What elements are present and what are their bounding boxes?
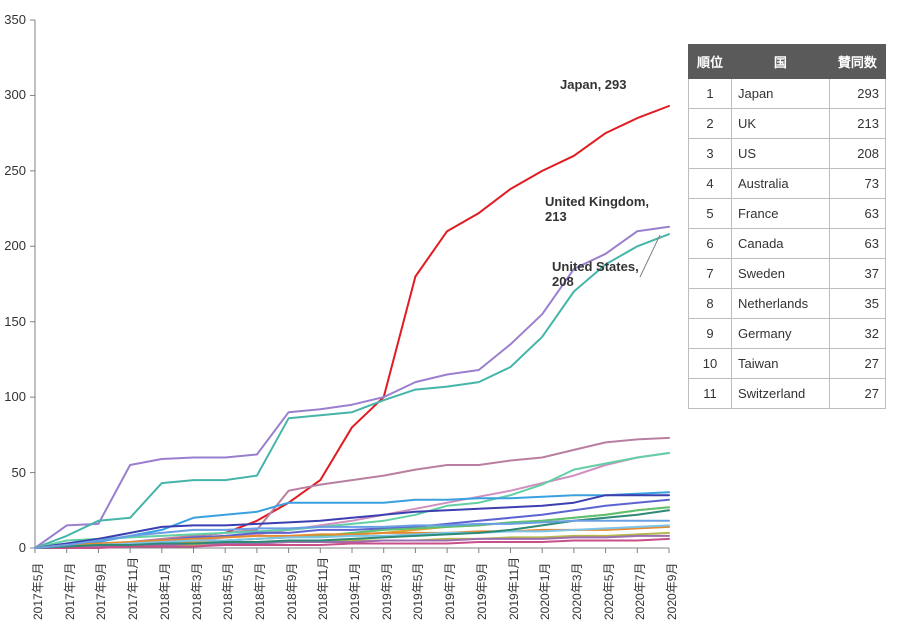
x-tick-label: 2017年11月: [124, 557, 141, 620]
cell-rank: 3: [689, 139, 732, 169]
table-row: 9Germany32: [689, 319, 886, 349]
table-row: 5France63: [689, 199, 886, 229]
series-line: [35, 438, 669, 548]
cell-rank: 5: [689, 199, 732, 229]
th-country: 国: [731, 45, 829, 79]
table-row: 3US208: [689, 139, 886, 169]
table-row: 6Canada63: [689, 229, 886, 259]
y-tick-label: 150: [0, 314, 26, 329]
cell-country: Netherlands: [731, 289, 829, 319]
table-row: 11Switzerland27: [689, 379, 886, 409]
cell-value: 293: [829, 79, 885, 109]
series-callout-label: United Kingdom,213: [545, 195, 649, 225]
x-tick-label: 2018年11月: [314, 557, 331, 620]
cell-value: 37: [829, 259, 885, 289]
x-tick-label: 2018年5月: [219, 563, 236, 620]
cell-rank: 8: [689, 289, 732, 319]
series-callout-label: Japan, 293: [560, 78, 627, 93]
x-tick-label: 2019年3月: [378, 563, 395, 620]
y-tick-label: 100: [0, 389, 26, 404]
cell-rank: 10: [689, 349, 732, 379]
cell-country: Sweden: [731, 259, 829, 289]
cell-country: France: [731, 199, 829, 229]
x-tick-label: 2018年3月: [188, 563, 205, 620]
th-rank: 順位: [689, 45, 732, 79]
x-tick-label: 2019年7月: [441, 563, 458, 620]
cell-rank: 11: [689, 379, 732, 409]
cell-rank: 1: [689, 79, 732, 109]
x-tick-label: 2019年11月: [505, 557, 522, 620]
x-tick-label: 2018年7月: [251, 563, 268, 620]
table-row: 1Japan293: [689, 79, 886, 109]
x-tick-label: 2019年1月: [346, 563, 363, 620]
cell-country: US: [731, 139, 829, 169]
cell-value: 27: [829, 349, 885, 379]
cell-value: 63: [829, 199, 885, 229]
cell-country: Switzerland: [731, 379, 829, 409]
cell-value: 208: [829, 139, 885, 169]
cell-rank: 4: [689, 169, 732, 199]
series-line: [35, 106, 669, 548]
page-root: 0 50 100 150 200 250 300 350 2017年5月 2017年7月 2017年…: [0, 0, 900, 626]
y-tick-label: 50: [0, 465, 26, 480]
chart-area: 0 50 100 150 200 250 300 350 2017年5月 2017年7月 2017年…: [0, 0, 679, 626]
table-row: 7Sweden37: [689, 259, 886, 289]
cell-country: UK: [731, 109, 829, 139]
table-row: 4Australia73: [689, 169, 886, 199]
x-tick-label: 2020年5月: [600, 563, 617, 620]
cell-country: Germany: [731, 319, 829, 349]
x-tick-label: 2019年5月: [409, 563, 426, 620]
y-tick-label: 350: [0, 12, 26, 27]
table-row: 2UK213: [689, 109, 886, 139]
cell-country: Australia: [731, 169, 829, 199]
x-tick-label: 2020年7月: [631, 563, 648, 620]
chart-svg: [0, 0, 679, 626]
y-tick-label: 200: [0, 238, 26, 253]
cell-rank: 9: [689, 319, 732, 349]
ranking-table-head: 順位 国 賛同数: [689, 45, 886, 79]
th-value: 賛同数: [829, 45, 885, 79]
y-tick-label: 250: [0, 163, 26, 178]
ranking-table-body: 1Japan2932UK2133US2084Australia735France…: [689, 79, 886, 409]
y-tick-label: 300: [0, 87, 26, 102]
x-tick-label: 2017年5月: [29, 563, 46, 620]
cell-rank: 6: [689, 229, 732, 259]
x-tick-label: 2018年1月: [156, 563, 173, 620]
x-tick-label: 2020年9月: [663, 563, 680, 620]
x-tick-label: 2017年9月: [92, 563, 109, 620]
cell-value: 73: [829, 169, 885, 199]
x-tick-label: 2020年3月: [568, 563, 585, 620]
cell-value: 32: [829, 319, 885, 349]
ranking-table: 順位 国 賛同数 1Japan2932UK2133US2084Australia…: [688, 44, 886, 409]
series-callout-label: United States,208: [552, 260, 639, 290]
cell-country: Canada: [731, 229, 829, 259]
x-tick-label: 2017年7月: [61, 563, 78, 620]
x-tick-label: 2019年9月: [473, 563, 490, 620]
x-tick-label: 2018年9月: [283, 563, 300, 620]
cell-rank: 2: [689, 109, 732, 139]
cell-value: 35: [829, 289, 885, 319]
cell-country: Japan: [731, 79, 829, 109]
cell-value: 27: [829, 379, 885, 409]
table-row: 8Netherlands35: [689, 289, 886, 319]
y-tick-label: 0: [0, 540, 26, 555]
cell-country: Taiwan: [731, 349, 829, 379]
table-row: 10Taiwan27: [689, 349, 886, 379]
x-tick-label: 2020年1月: [536, 563, 553, 620]
cell-rank: 7: [689, 259, 732, 289]
cell-value: 213: [829, 109, 885, 139]
cell-value: 63: [829, 229, 885, 259]
